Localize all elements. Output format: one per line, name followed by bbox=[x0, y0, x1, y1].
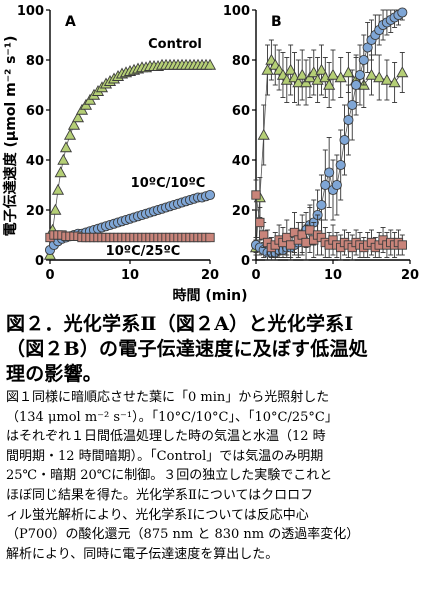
data-point bbox=[203, 58, 217, 70]
data-point bbox=[296, 68, 309, 80]
chart-area: 電子伝達速度 (μmol m⁻² s⁻¹) 時間 (min) 0 20 40 60 80… bbox=[2, 4, 419, 304]
data-point bbox=[204, 189, 216, 201]
y-tick-label: 100 bbox=[17, 4, 44, 19]
series-square bbox=[45, 230, 215, 243]
y-tick-label: 100 bbox=[223, 4, 250, 19]
data-point bbox=[331, 179, 342, 191]
series-square bbox=[251, 179, 407, 261]
data-point bbox=[255, 217, 265, 228]
data-point bbox=[324, 167, 335, 178]
x-tick-label: 0 bbox=[251, 268, 260, 283]
x-tick-label: 20 bbox=[401, 268, 419, 283]
y-tick-label: 20 bbox=[26, 204, 44, 219]
x-tick-label: 20 bbox=[201, 268, 219, 283]
data-point bbox=[251, 190, 261, 200]
y-axis-label: 電子伝達速度 (μmol m⁻² s⁻¹) bbox=[2, 36, 19, 237]
data-point bbox=[397, 240, 407, 250]
series-line bbox=[255, 12, 403, 253]
x-tick-label: 0 bbox=[45, 268, 54, 283]
x-axis-label: 時間 (min) bbox=[172, 287, 247, 304]
series-line bbox=[49, 64, 210, 256]
caption-body: 図１同様に暗順応させた葉に「0 min」から光照射した （134 μmol m⁻… bbox=[6, 390, 360, 562]
data-point bbox=[388, 76, 401, 88]
panel-label: B bbox=[271, 14, 282, 30]
data-point bbox=[347, 99, 358, 111]
y-tick-label: 60 bbox=[232, 104, 250, 119]
data-point bbox=[343, 114, 354, 126]
y-tick-label: 60 bbox=[26, 104, 44, 119]
data-point bbox=[315, 63, 328, 75]
data-point bbox=[284, 63, 297, 75]
data-point bbox=[358, 54, 369, 66]
data-point bbox=[365, 68, 378, 80]
data-point bbox=[397, 7, 408, 18]
data-point bbox=[67, 118, 81, 130]
data-point bbox=[54, 166, 67, 178]
series-label: 10ºC/25ºC bbox=[106, 244, 181, 259]
data-point bbox=[380, 73, 393, 85]
series-circle bbox=[44, 189, 216, 256]
caption-title: 図２．光化学系Ⅱ（図２A）と光化学系Ⅰ （図２B）の電子伝達速度に及ぼす低温処 … bbox=[6, 313, 368, 385]
data-point bbox=[354, 69, 366, 81]
y-tick-label: 80 bbox=[232, 54, 250, 69]
data-point bbox=[59, 141, 73, 153]
chart-panel-a: 0 20 40 60 80 100 0 10 20 A Control 10ºC/10ºC 10ºC/2… bbox=[17, 4, 219, 283]
figure: 電子伝達速度 (μmol m⁻² s⁻¹) 時間 (min) 0 20 40 60 80… bbox=[2, 4, 419, 304]
series-label: 10ºC/10ºC bbox=[131, 176, 206, 191]
x-tick-label: 10 bbox=[324, 268, 342, 283]
data-point bbox=[286, 240, 296, 250]
data-point bbox=[396, 66, 409, 78]
series-triangle bbox=[43, 58, 217, 260]
data-point bbox=[316, 199, 327, 211]
data-point bbox=[301, 237, 311, 248]
panel-label: A bbox=[65, 14, 76, 30]
data-point bbox=[339, 134, 350, 146]
y-tick-label: 80 bbox=[26, 54, 44, 69]
data-point bbox=[49, 203, 62, 215]
data-point bbox=[51, 183, 65, 195]
y-tick-label: 40 bbox=[26, 154, 44, 169]
data-point bbox=[305, 225, 315, 235]
y-tick-label: 0 bbox=[35, 254, 44, 269]
chart-panel-b: 0 20 40 60 80 100 0 10 20 B bbox=[223, 4, 419, 283]
data-point bbox=[326, 68, 340, 80]
data-point bbox=[292, 76, 305, 88]
data-point bbox=[323, 78, 336, 90]
data-point bbox=[335, 159, 346, 171]
data-point bbox=[71, 111, 85, 123]
data-point bbox=[373, 71, 386, 83]
y-tick-label: 40 bbox=[232, 154, 250, 169]
data-point bbox=[320, 179, 331, 191]
data-point bbox=[205, 232, 215, 243]
data-point bbox=[257, 128, 270, 140]
y-tick-label: 0 bbox=[241, 254, 250, 269]
data-point bbox=[351, 79, 362, 91]
series-circle bbox=[250, 7, 408, 261]
y-tick-label: 20 bbox=[232, 204, 250, 219]
x-tick-label: 10 bbox=[121, 268, 139, 283]
data-point bbox=[342, 66, 355, 78]
data-point bbox=[63, 128, 77, 140]
data-point bbox=[57, 153, 70, 165]
series-label: Control bbox=[148, 37, 202, 52]
